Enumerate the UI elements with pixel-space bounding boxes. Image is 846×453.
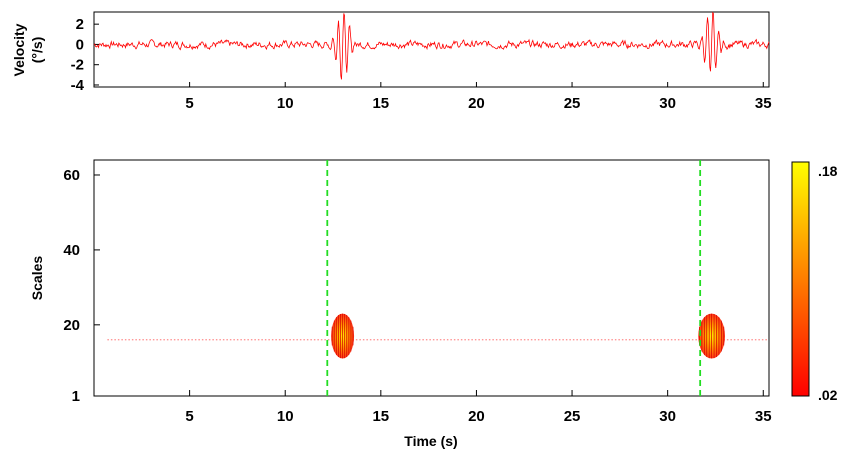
velocity-x-tick-label: 30 [659, 95, 676, 112]
event-lines [326, 160, 702, 396]
scalogram-blobs [331, 313, 726, 359]
velocity-x-tick-label: 5 [185, 95, 193, 112]
scalogram-y-axis-label: Scales [29, 256, 45, 301]
velocity-tick-marks [94, 23, 764, 87]
scalogram-x-tick-labels: 5 10 15 20 25 30 35 [185, 408, 771, 425]
scalogram-tick-marks [94, 174, 764, 397]
scalogram-y-tick-labels: 60 40 20 1 [63, 167, 80, 405]
scalogram-y-tick-label: 40 [63, 242, 80, 259]
scalogram-x-tick-label: 10 [277, 408, 294, 425]
velocity-y-tick-labels: 2 0 -2 -4 [71, 16, 85, 94]
scalogram-x-tick-label: 30 [659, 408, 676, 425]
velocity-y-tick-label: -2 [71, 57, 84, 74]
velocity-x-tick-label: 10 [277, 95, 294, 112]
velocity-y-label-line1: Velocity [11, 23, 27, 76]
scalogram-x-tick-label: 25 [564, 408, 581, 425]
scalogram-y-tick-label: 20 [63, 317, 80, 334]
velocity-y-tick-label: 0 [76, 36, 84, 53]
velocity-x-tick-label: 25 [564, 95, 581, 112]
scalogram-y-tick-label: 1 [72, 388, 80, 405]
colorbar-gradient [791, 161, 810, 397]
velocity-y-tick-label: 2 [76, 16, 84, 33]
scalogram-panel: 5 10 15 20 25 30 35 60 40 20 1 Time (s) Scales [29, 159, 772, 449]
velocity-x-tick-labels: 5 10 15 20 25 30 35 [185, 95, 771, 112]
scalogram-x-axis-label: Time (s) [404, 433, 457, 449]
scalogram-y-tick-label: 60 [63, 167, 80, 184]
scalogram-blob [331, 313, 355, 359]
velocity-panel: 5 10 15 20 25 30 35 20-2-4 Velocity (°/s) [11, 11, 772, 112]
scalogram-plot-frame [93, 159, 770, 397]
velocity-x-tick-label: 35 [755, 95, 772, 112]
colorbar: .18 .02 [791, 161, 838, 403]
velocity-x-tick-label: 20 [468, 95, 485, 112]
scalogram-blob [698, 313, 726, 359]
scalogram-x-tick-label: 35 [755, 408, 772, 425]
velocity-y-tick-label: -4 [71, 77, 85, 94]
velocity-x-tick-label: 15 [372, 95, 389, 112]
velocity-plot-frame [93, 11, 770, 88]
scalogram-x-tick-label: 20 [468, 408, 485, 425]
colorbar-min-label: .02 [818, 387, 838, 403]
scalogram-x-tick-label: 5 [185, 408, 193, 425]
velocity-y-label-line2: (°/s) [29, 37, 45, 64]
colorbar-max-label: .18 [818, 163, 838, 179]
scalogram-x-tick-label: 15 [372, 408, 389, 425]
velocity-series-line [93, 11, 770, 80]
